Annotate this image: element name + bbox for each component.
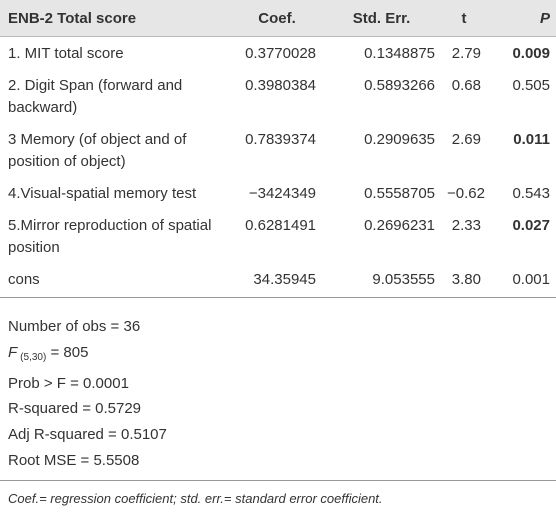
header-row: ENB-2 Total score Coef. Std. Err. t P [0,0,556,37]
table-row: cons 34.35945 9.053555 3.80 0.001 [0,263,556,298]
column-header: P [487,0,556,37]
column-header: Std. Err. [322,0,441,37]
cell: 0.009 [512,45,550,62]
cell: −3424349 [248,185,316,202]
footnote: Coef.= regression coefficient; std. err.… [8,490,383,506]
cell: 0.505 [512,77,550,94]
row-label: 4.Visual-spatial memory test [8,185,197,202]
row-label: 2. Digit Span (forward and backward) [8,77,183,116]
cell: 0.5558705 [364,185,435,202]
stat-line: Root MSE = 5.5508 [8,451,140,469]
table-row: 1. MIT total score 0.3770028 0.1348875 2.79… [0,37,556,70]
cell: 0.5893266 [364,77,435,94]
cell: 0.543 [512,185,550,202]
cell: 0.011 [513,131,550,148]
model-stats: Number of obs = 36 F (5,30) = 805 Prob > F … [0,298,556,481]
cell: 2.33 [451,217,481,234]
column-header: t [441,0,487,37]
table-row: 2. Digit Span (forward and backward) 0.39… [0,69,556,123]
cell: 2.79 [451,45,481,62]
row-label: 5.Mirror reproduction of spatial positio… [8,217,212,256]
cell: 2.69 [451,131,481,148]
cell: 0.68 [451,77,481,94]
row-label: 1. MIT total score [8,45,124,62]
column-header: ENB-2 Total score [0,0,232,37]
table-row: 3 Memory (of object and of position of o… [0,123,556,177]
row-label: cons [0,263,232,298]
cell: 0.027 [512,217,550,234]
row-label: 3 Memory (of object and of position of o… [8,131,187,170]
f-symbol: F [8,343,18,361]
cell: 0.3770028 [245,45,316,62]
cell: 3.80 [441,263,487,298]
table-row: 5.Mirror reproduction of spatial positio… [0,209,556,263]
stat-line: Number of obs = 36 [8,318,141,335]
cell: 0.7839374 [245,131,316,148]
cell: 9.053555 [322,263,441,298]
cell: 0.3980384 [245,77,316,94]
cell: 0.001 [487,263,556,298]
cell: 0.2696231 [364,217,435,234]
cell: 0.1348875 [364,45,435,62]
stat-line: F (5,30) = 805 [8,340,556,371]
cell: 34.35945 [232,263,322,298]
stat-line: Prob > F = 0.0001 [8,374,129,392]
table-body: 1. MIT total score 0.3770028 0.1348875 2.79… [0,37,556,298]
regression-table: ENB-2 Total score Coef. Std. Err. t P 1. MIT… [0,0,556,298]
table-row: 4.Visual-spatial memory test −3424349 0.55… [0,177,556,209]
stat-line: R-squared = 0.5729 [8,400,142,418]
cell: −0.62 [447,185,485,202]
cell: 0.2909635 [364,131,435,148]
stat-line: Adj R-squared = 0.5107 [8,426,167,444]
f-value: = 805 [46,343,89,361]
column-header: Coef. [232,0,322,37]
cell: 0.6281491 [245,217,316,234]
f-subscript: (5,30) [20,351,47,363]
